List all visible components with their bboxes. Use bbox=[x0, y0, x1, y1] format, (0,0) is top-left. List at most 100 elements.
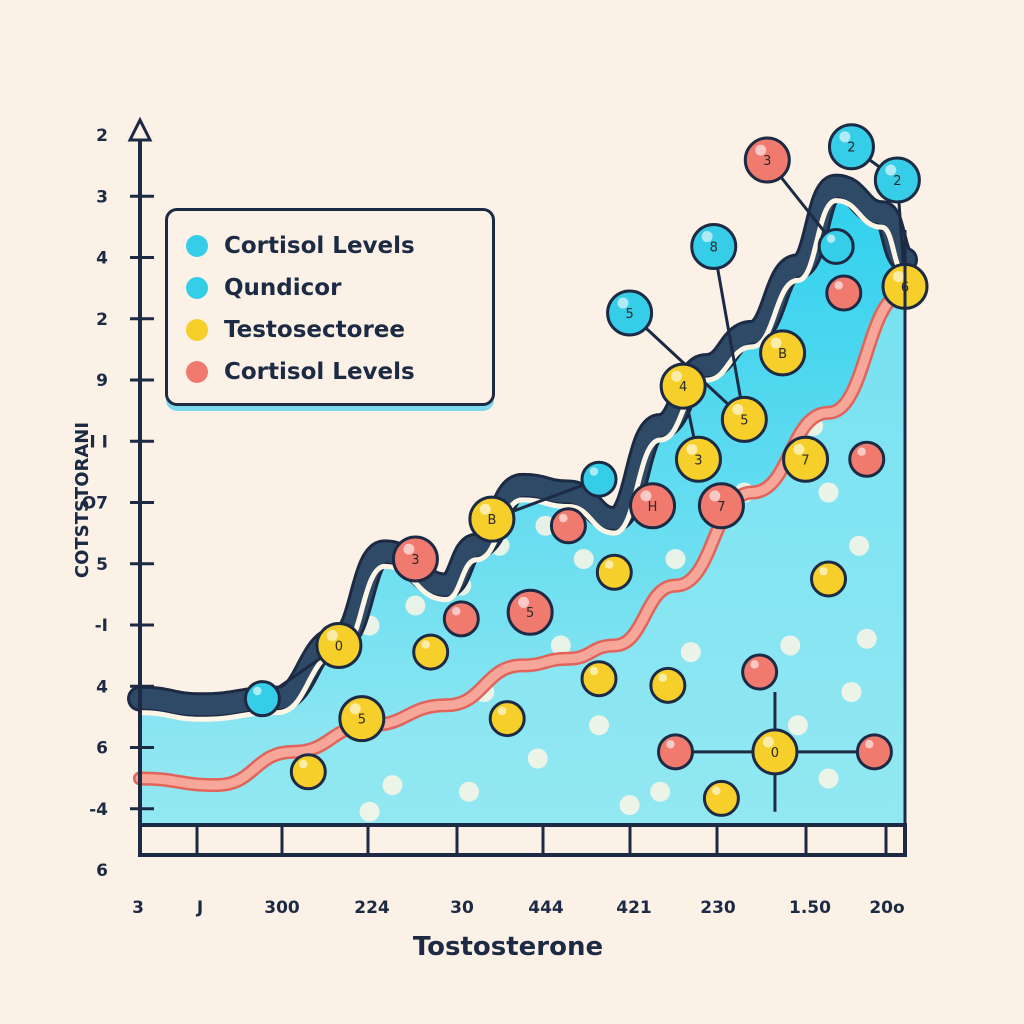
data-point bbox=[741, 653, 779, 691]
data-point-label: 5 bbox=[358, 713, 366, 728]
data-point: 3 bbox=[674, 435, 722, 483]
bubble bbox=[841, 682, 862, 702]
x-axis-bar bbox=[138, 823, 907, 857]
y-tick-label: 2 bbox=[96, 310, 108, 330]
data-point-label: 5 bbox=[625, 307, 633, 322]
data-point bbox=[649, 666, 687, 704]
y-tick-label: 4 bbox=[96, 249, 108, 269]
legend-swatch-icon bbox=[186, 319, 208, 341]
legend-label: Cortisol Levels bbox=[224, 359, 415, 385]
bubble bbox=[849, 535, 870, 556]
data-point bbox=[817, 227, 855, 265]
data-point-circle bbox=[595, 553, 633, 591]
data-point bbox=[810, 560, 847, 598]
data-point: B bbox=[468, 495, 516, 543]
data-point bbox=[442, 600, 480, 638]
bubble bbox=[665, 549, 686, 569]
data-point-label: 2 bbox=[847, 141, 855, 156]
data-point-label: 4 bbox=[679, 380, 687, 395]
legend-swatch-icon bbox=[186, 361, 208, 383]
legend-label: Qundicor bbox=[224, 275, 342, 301]
data-point-label: H bbox=[648, 500, 658, 515]
data-point-circle bbox=[549, 507, 587, 545]
data-point-label: 5 bbox=[526, 606, 534, 621]
data-point: H bbox=[629, 482, 677, 530]
bubble bbox=[458, 781, 479, 802]
data-point: 2 bbox=[827, 123, 875, 171]
data-point-circle bbox=[580, 660, 618, 698]
data-point-shine bbox=[701, 231, 713, 243]
data-point bbox=[488, 700, 526, 738]
data-point-label: 5 bbox=[740, 413, 748, 428]
legend-label: Cortisol Levels bbox=[224, 233, 415, 259]
data-point bbox=[549, 507, 587, 545]
data-point-circle bbox=[825, 274, 863, 312]
legend: Cortisol Levels Qundicor Testosectoree C… bbox=[165, 208, 495, 406]
y-axis-title: COTSTSTORANI bbox=[72, 422, 93, 578]
data-point-shine bbox=[640, 490, 652, 502]
data-point-shine bbox=[497, 706, 507, 716]
data-point: 5 bbox=[606, 289, 654, 337]
data-point-shine bbox=[451, 606, 461, 616]
data-point-circle bbox=[848, 440, 886, 478]
bubble bbox=[550, 635, 571, 656]
data-point-shine bbox=[589, 467, 599, 476]
legend-swatch-icon bbox=[186, 277, 208, 299]
bubble bbox=[527, 748, 548, 769]
data-point-label: 3 bbox=[411, 553, 419, 568]
y-tick-label: -4 bbox=[89, 800, 108, 820]
y-tick-label: 3 bbox=[96, 187, 108, 207]
x-tick-label: 300 bbox=[264, 898, 300, 918]
x-tick-label: J bbox=[196, 898, 203, 918]
y-tick-label: 4 bbox=[96, 677, 108, 697]
y-tick-label: 5 bbox=[96, 555, 108, 575]
x-tick-label: 20o bbox=[869, 898, 904, 918]
data-point bbox=[580, 460, 618, 498]
data-point: 5 bbox=[720, 395, 768, 443]
bubble bbox=[589, 715, 609, 736]
y-tick-label: -I bbox=[95, 616, 108, 636]
data-point-circle bbox=[741, 653, 779, 691]
data-point-shine bbox=[559, 513, 568, 523]
data-point bbox=[412, 633, 450, 671]
data-point-circle bbox=[649, 666, 687, 704]
data-point-shine bbox=[326, 630, 338, 642]
x-tick-label: 224 bbox=[354, 898, 390, 918]
data-point-shine bbox=[518, 596, 530, 608]
data-point-circle bbox=[817, 227, 855, 265]
legend-item: Cortisol Levels bbox=[186, 225, 492, 267]
data-point-shine bbox=[750, 660, 759, 669]
data-point bbox=[289, 753, 327, 791]
plot-area: 223865B4537BH735050 bbox=[127, 123, 929, 853]
data-point-shine bbox=[732, 403, 744, 415]
bubble bbox=[856, 628, 877, 649]
data-point: 7 bbox=[697, 482, 745, 530]
data-point-label: B bbox=[487, 513, 496, 528]
data-point-shine bbox=[770, 337, 782, 349]
x-tick-label: 1.50 bbox=[789, 898, 831, 918]
data-point-circle bbox=[243, 680, 281, 718]
bubble bbox=[619, 795, 640, 816]
data-point-shine bbox=[686, 443, 698, 455]
data-point: 3 bbox=[743, 136, 791, 184]
x-axis-title: Tostosterone bbox=[413, 932, 603, 962]
bubble bbox=[535, 515, 556, 536]
data-point-circle bbox=[442, 600, 480, 638]
data-point-shine bbox=[253, 686, 262, 696]
data-point-label: 0 bbox=[335, 639, 343, 654]
y-tick-label: 2 bbox=[96, 126, 108, 146]
data-point-shine bbox=[819, 567, 828, 576]
y-axis-arrow-icon bbox=[127, 116, 153, 142]
data-point bbox=[580, 660, 618, 698]
data-point-circle bbox=[810, 560, 847, 598]
x-tick-label: 30 bbox=[450, 898, 474, 918]
data-point-shine bbox=[892, 270, 904, 282]
data-point-shine bbox=[857, 447, 866, 456]
series-line-upper-highlight bbox=[139, 198, 907, 722]
data-point-shine bbox=[793, 443, 805, 455]
data-point-shine bbox=[403, 543, 415, 555]
data-point-label: 8 bbox=[710, 240, 718, 255]
data-point-shine bbox=[589, 666, 599, 676]
data-point-shine bbox=[666, 739, 675, 749]
